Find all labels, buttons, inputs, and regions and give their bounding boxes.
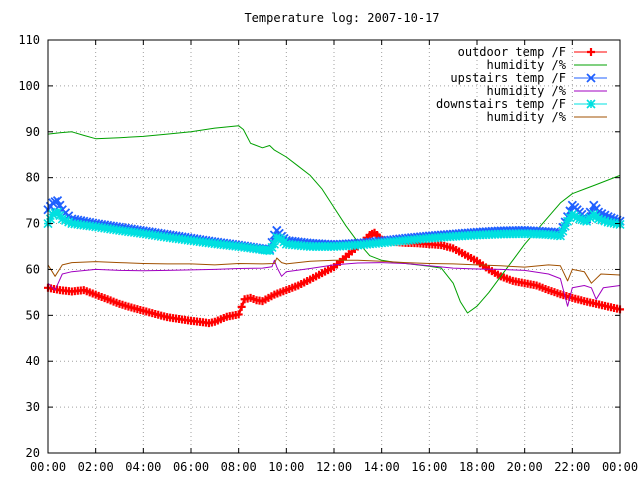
data-point (234, 310, 243, 319)
legend-label: upstairs temp /F (450, 71, 566, 85)
x-tick-label: 12:00 (316, 460, 352, 474)
legend-label: outdoor temp /F (458, 45, 566, 59)
data-point (560, 221, 570, 231)
x-tick-label: 08:00 (221, 460, 257, 474)
data-point (50, 208, 60, 218)
x-tick-label: 00:00 (602, 460, 638, 474)
data-point (555, 231, 565, 241)
legend-marker (586, 73, 596, 83)
series-layer (43, 125, 625, 328)
series-3 (47, 259, 621, 307)
y-tick-label: 90 (26, 125, 40, 139)
x-tick-label: 04:00 (125, 460, 161, 474)
data-point (48, 209, 58, 219)
series-5 (47, 257, 621, 284)
data-point (237, 302, 246, 311)
x-tick-label: 10:00 (268, 460, 304, 474)
legend-marker (586, 99, 596, 109)
series-line (47, 257, 621, 284)
data-point (57, 214, 67, 224)
y-tick-label: 110 (18, 33, 40, 47)
data-point (269, 239, 279, 249)
legend-marker (587, 48, 595, 56)
data-point (272, 232, 282, 242)
chart-title: Temperature log: 2007-10-17 (244, 11, 439, 25)
data-point (60, 215, 71, 226)
data-point (274, 233, 284, 244)
y-tick-label: 60 (26, 262, 40, 276)
y-tick-label: 30 (26, 400, 40, 414)
data-point (558, 226, 568, 236)
y-tick-label: 80 (26, 171, 40, 185)
data-point (55, 200, 65, 210)
x-tick-label: 20:00 (507, 460, 543, 474)
series-line (47, 259, 621, 307)
y-tick-label: 20 (26, 446, 40, 460)
legend-label: humidity /% (487, 84, 567, 98)
series-4 (43, 207, 625, 256)
axes: 20 30 40 50 60 70 80 90 100 110 00:00 02:00 04:00 06:… (18, 33, 638, 474)
legend-label: humidity /% (487, 58, 567, 72)
x-tick-label: 16:00 (411, 460, 447, 474)
x-tick-label: 02:00 (78, 460, 114, 474)
grid (48, 40, 620, 453)
data-point (52, 195, 63, 206)
y-tick-label: 100 (18, 79, 40, 93)
data-point (64, 217, 74, 227)
data-point (45, 214, 55, 224)
y-tick-label: 70 (26, 217, 40, 231)
x-tick-label: 22:00 (554, 460, 590, 474)
y-tick-label: 40 (26, 354, 40, 368)
legend-label: humidity /% (487, 110, 567, 124)
x-tick-label: 14:00 (364, 460, 400, 474)
y-tick-label: 50 (26, 308, 40, 322)
x-tick-label: 06:00 (173, 460, 209, 474)
data-point (597, 215, 607, 225)
x-tick-label: 00:00 (30, 460, 66, 474)
legend-label: downstairs temp /F (436, 97, 566, 111)
x-tick-label: 18:00 (459, 460, 495, 474)
data-point (600, 216, 610, 226)
data-point (593, 214, 604, 224)
